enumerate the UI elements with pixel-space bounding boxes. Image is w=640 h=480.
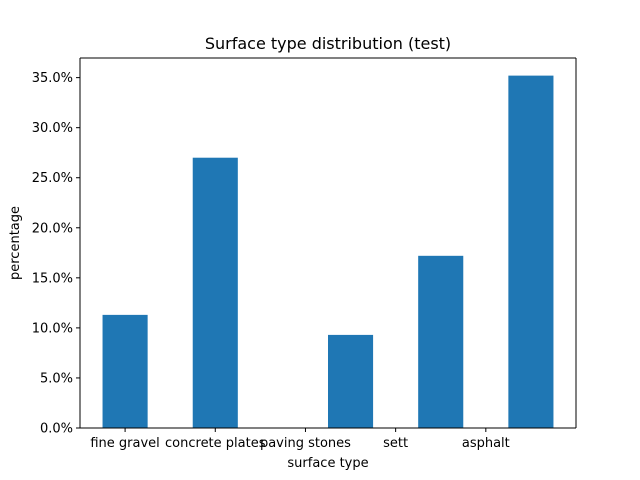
x-tick-label: paving stones: [260, 436, 351, 451]
y-tick-label: 25.0%: [32, 171, 73, 186]
chart-title: Surface type distribution (test): [205, 34, 451, 53]
bar-3: [418, 255, 464, 428]
bar-4: [508, 75, 554, 428]
bar-0: [102, 314, 148, 428]
bar-2: [328, 334, 374, 428]
y-tick-label: 30.0%: [32, 121, 73, 136]
y-ticks: 0.0% 5.0% 10.0% 15.0% 20.0% 25.0% 30.0% 35.0%: [32, 71, 80, 437]
x-tick-label: sett: [383, 436, 408, 451]
x-tick-label: fine gravel: [90, 436, 159, 451]
y-tick-label: 35.0%: [32, 71, 73, 86]
bars: [102, 75, 554, 428]
y-tick-label: 15.0%: [32, 271, 73, 286]
bar-1: [192, 157, 238, 428]
y-tick-label: 5.0%: [40, 371, 73, 386]
y-tick-label: 10.0%: [32, 321, 73, 336]
y-axis-label: percentage: [8, 206, 23, 280]
x-axis-label: surface type: [287, 456, 368, 471]
x-tick-label: concrete plates: [165, 436, 266, 451]
axes: [79, 57, 577, 429]
y-tick-label: 0.0%: [40, 422, 73, 437]
y-tick-label: 20.0%: [32, 221, 73, 236]
x-tick-label: asphalt: [462, 436, 510, 451]
